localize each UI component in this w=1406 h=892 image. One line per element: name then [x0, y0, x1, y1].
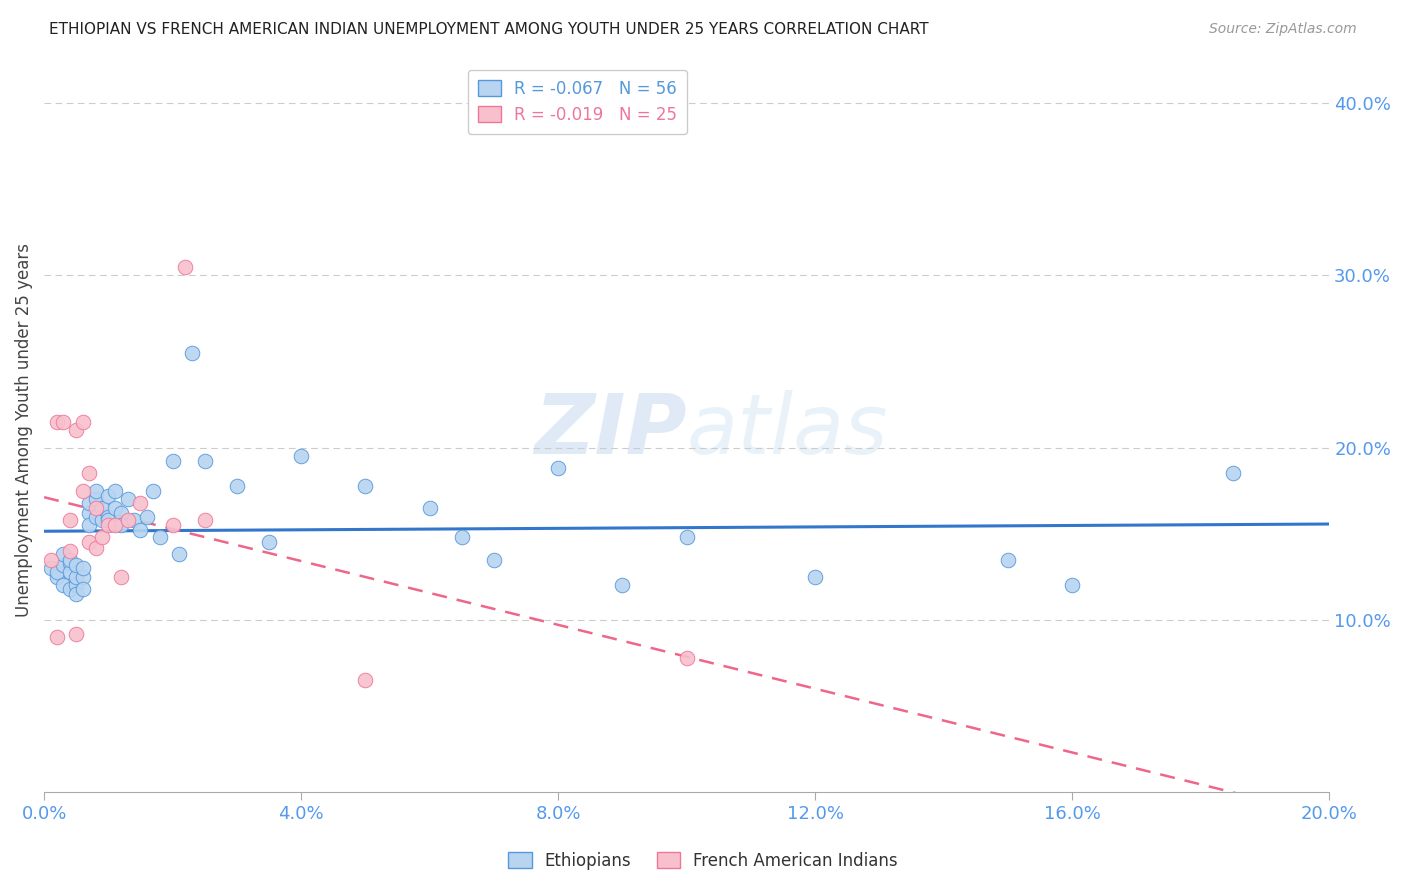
Point: [39, 561, 62, 575]
Text: Source: ZipAtlas.com: Source: ZipAtlas.com: [1209, 22, 1357, 37]
Point: [72, 483, 94, 498]
Legend: Ethiopians, French American Indians: Ethiopians, French American Indians: [502, 846, 904, 877]
Point: [354, 673, 377, 688]
Point: [59, 556, 82, 570]
Point: [59, 552, 82, 566]
Point: [174, 260, 197, 274]
Point: [52, 558, 75, 572]
Point: [65, 587, 87, 601]
Point: [65, 424, 87, 438]
Point: [104, 483, 127, 498]
Point: [84, 509, 107, 524]
Point: [162, 454, 184, 468]
Point: [52, 415, 75, 429]
Point: [72, 570, 94, 584]
Point: [804, 570, 827, 584]
Text: ZIP: ZIP: [534, 390, 686, 471]
Point: [354, 478, 377, 492]
Point: [59, 582, 82, 596]
Point: [612, 578, 634, 592]
Point: [59, 565, 82, 579]
Point: [65, 626, 87, 640]
Point: [450, 530, 472, 544]
Point: [84, 492, 107, 507]
Point: [97, 509, 120, 524]
Point: [65, 578, 87, 592]
Point: [91, 530, 114, 544]
Point: [129, 496, 152, 510]
Point: [997, 552, 1019, 566]
Point: [84, 500, 107, 515]
Point: [194, 454, 217, 468]
Y-axis label: Unemployment Among Youth under 25 years: Unemployment Among Youth under 25 years: [15, 244, 32, 617]
Point: [97, 489, 120, 503]
Point: [84, 541, 107, 555]
Point: [72, 561, 94, 575]
Point: [52, 548, 75, 562]
Point: [675, 530, 697, 544]
Point: [77, 506, 100, 520]
Point: [97, 518, 120, 533]
Point: [117, 513, 139, 527]
Point: [1222, 467, 1244, 481]
Point: [104, 500, 127, 515]
Point: [77, 518, 100, 533]
Point: [110, 518, 132, 533]
Point: [142, 483, 165, 498]
Point: [129, 524, 152, 538]
Point: [46, 415, 69, 429]
Point: [97, 513, 120, 527]
Point: [77, 535, 100, 549]
Point: [135, 509, 157, 524]
Point: [117, 492, 139, 507]
Text: atlas: atlas: [686, 390, 889, 471]
Point: [46, 565, 69, 579]
Point: [46, 630, 69, 644]
Point: [162, 518, 184, 533]
Text: ETHIOPIAN VS FRENCH AMERICAN INDIAN UNEMPLOYMENT AMONG YOUTH UNDER 25 YEARS CORR: ETHIOPIAN VS FRENCH AMERICAN INDIAN UNEM…: [49, 22, 929, 37]
Point: [110, 506, 132, 520]
Point: [167, 548, 190, 562]
Point: [46, 570, 69, 584]
Point: [52, 578, 75, 592]
Point: [290, 449, 312, 463]
Point: [59, 544, 82, 558]
Point: [72, 582, 94, 596]
Point: [180, 346, 202, 360]
Point: [257, 535, 280, 549]
Point: [1062, 578, 1084, 592]
Point: [104, 518, 127, 533]
Point: [122, 513, 145, 527]
Point: [39, 552, 62, 566]
Point: [72, 415, 94, 429]
Point: [225, 478, 247, 492]
Point: [110, 570, 132, 584]
Point: [65, 558, 87, 572]
Point: [77, 467, 100, 481]
Point: [547, 461, 569, 475]
Point: [675, 651, 697, 665]
Point: [91, 500, 114, 515]
Point: [84, 483, 107, 498]
Point: [194, 513, 217, 527]
Point: [59, 513, 82, 527]
Point: [149, 530, 172, 544]
Point: [419, 500, 441, 515]
Point: [91, 513, 114, 527]
Point: [65, 570, 87, 584]
Point: [482, 552, 505, 566]
Point: [77, 496, 100, 510]
Legend: R = -0.067   N = 56, R = -0.019   N = 25: R = -0.067 N = 56, R = -0.019 N = 25: [468, 70, 688, 134]
